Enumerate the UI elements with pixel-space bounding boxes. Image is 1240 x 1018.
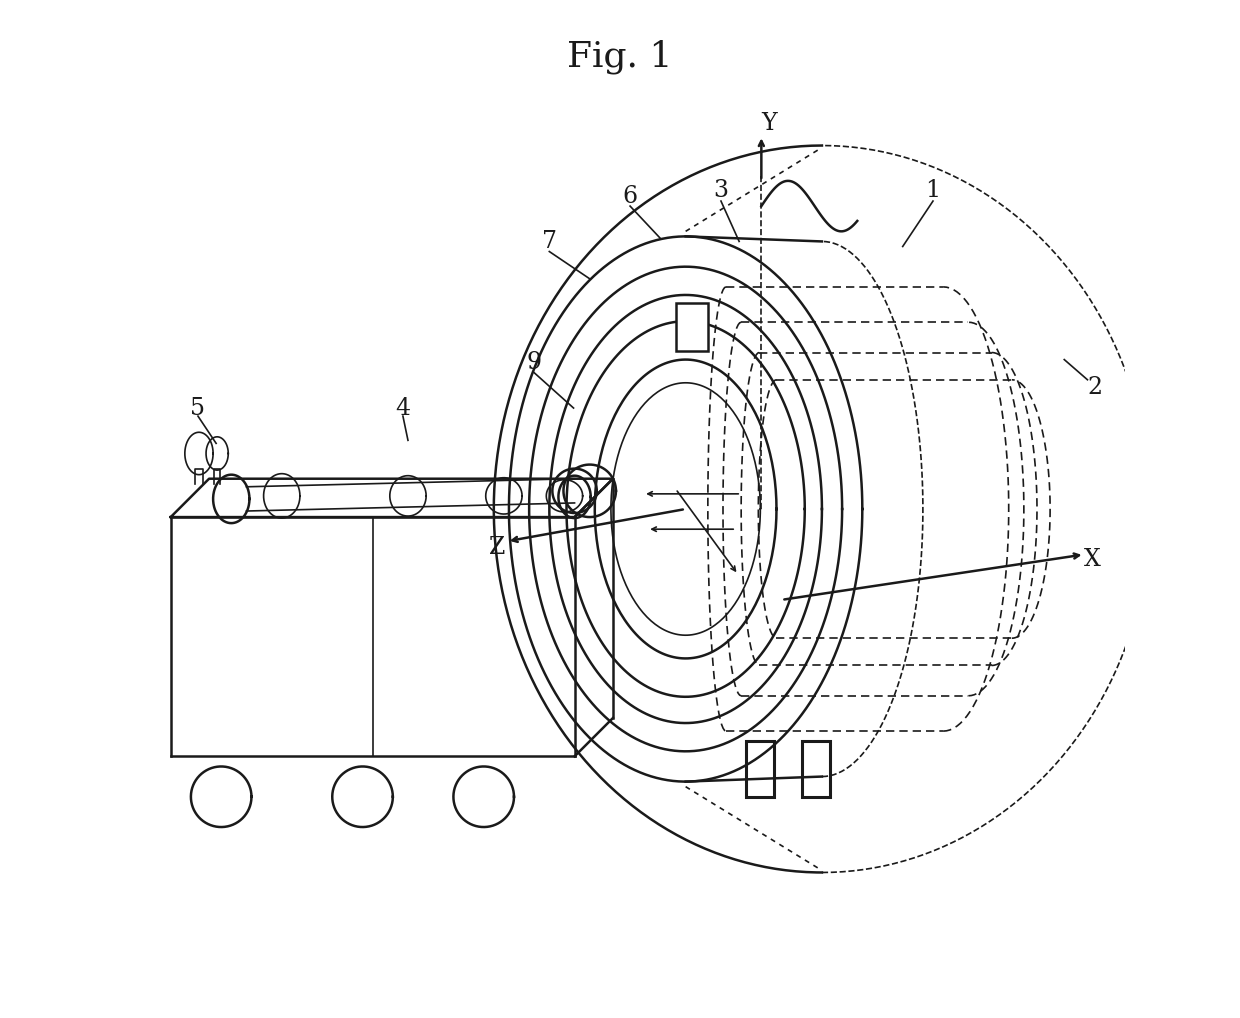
Bar <box>676 303 708 351</box>
Bar <box>802 741 830 797</box>
Text: 5: 5 <box>191 397 206 419</box>
Text: Z: Z <box>489 535 505 559</box>
Text: 4: 4 <box>396 397 410 419</box>
Text: 9: 9 <box>527 351 542 374</box>
Text: 1: 1 <box>925 179 941 203</box>
Text: Y: Y <box>761 112 777 134</box>
Text: Fig. 1: Fig. 1 <box>567 40 673 74</box>
Text: 2: 2 <box>1087 377 1102 399</box>
Text: 3: 3 <box>713 179 728 203</box>
Text: X: X <box>1084 548 1101 571</box>
Text: 7: 7 <box>542 230 557 252</box>
Text: 6: 6 <box>622 184 637 208</box>
Bar <box>746 741 775 797</box>
